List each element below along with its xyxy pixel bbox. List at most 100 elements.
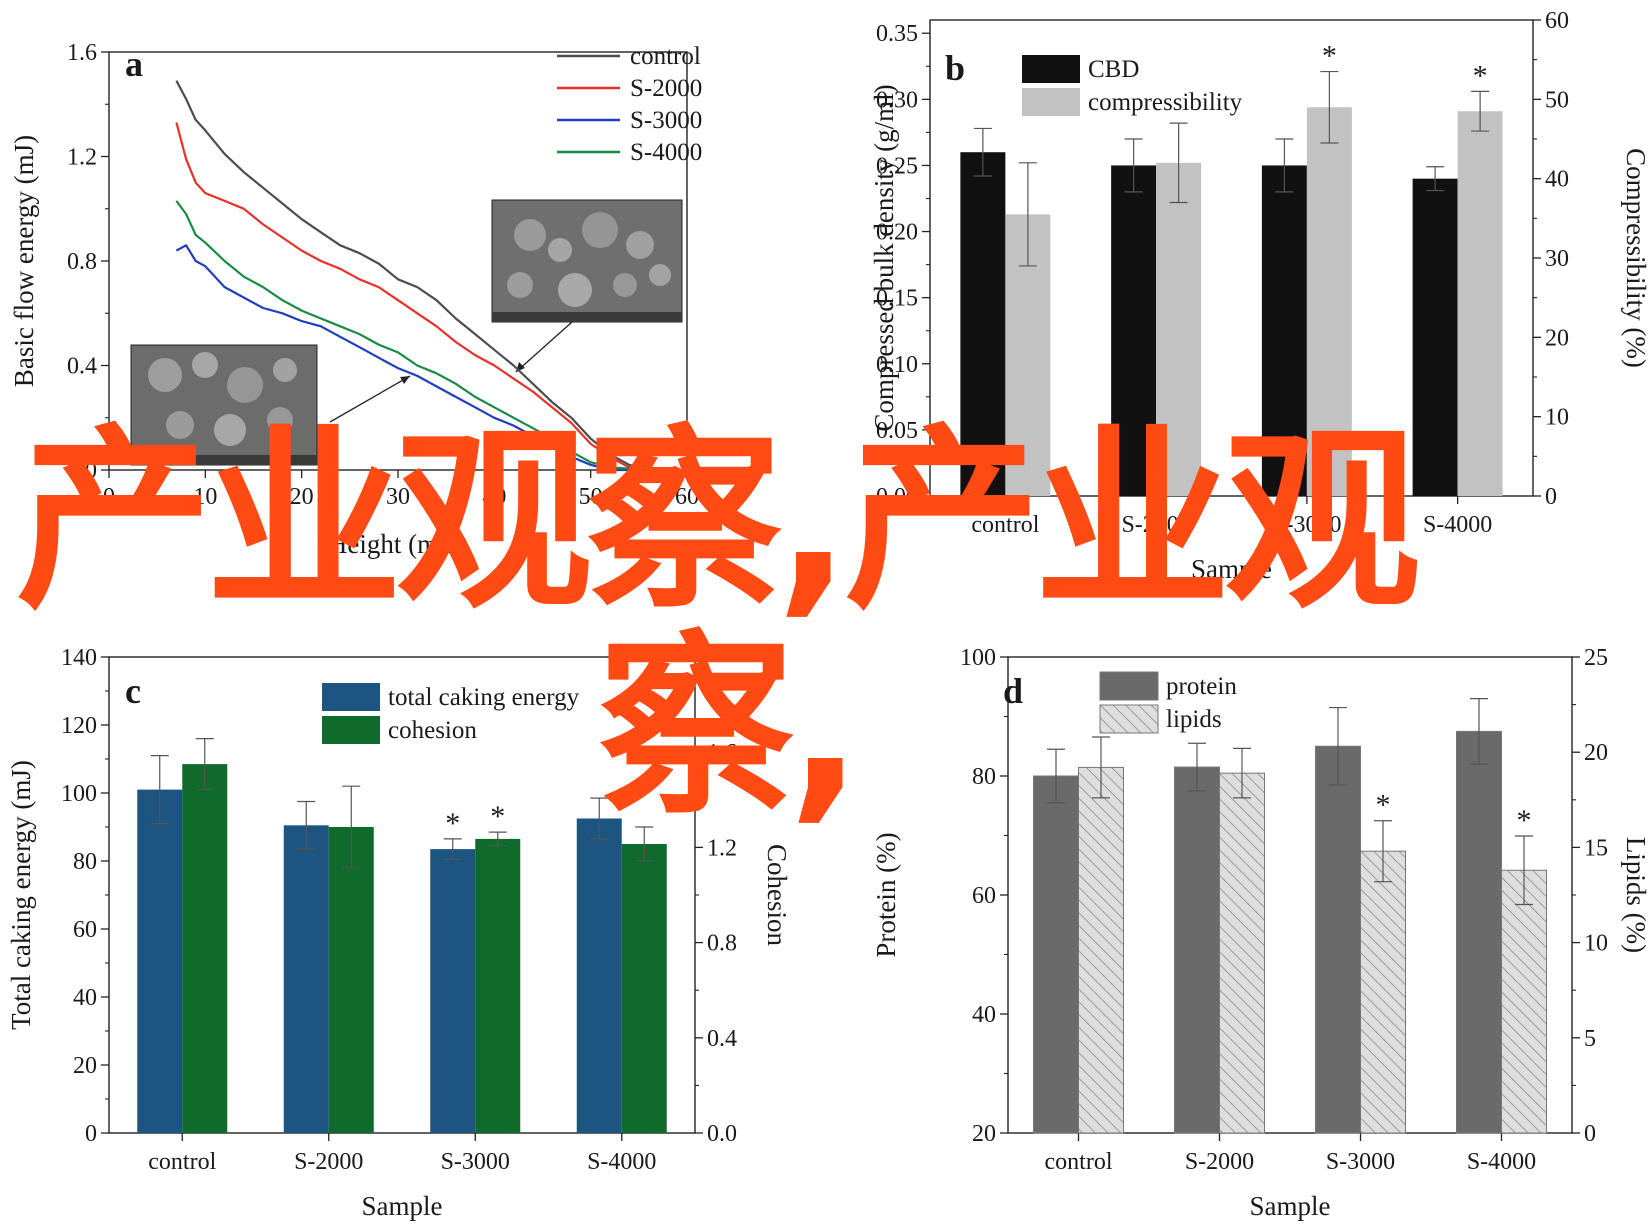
chart-a-series-line-S-3000 (175, 244, 649, 472)
chart-c-bar-cohesion (475, 838, 521, 1133)
chart-a-x-tick-label: 30 (386, 484, 410, 510)
chart-d-legend-label: lipids (1166, 706, 1222, 733)
chart-b-y-tick-label: 0.20 (876, 220, 918, 246)
chart-c-y-tick-label: 0 (85, 1121, 97, 1147)
panel-letter-a: a (125, 44, 143, 84)
chart-b-y-tick-label: 0.30 (876, 87, 918, 113)
chart-b-y2-tick-label: 50 (1545, 87, 1569, 113)
chart-d-legend-swatch (1099, 671, 1159, 701)
panel-letter-b: b (945, 48, 965, 88)
chart-d-y-tick-label: 100 (960, 645, 996, 671)
chart-c-y-axis-label: Total caking energy (mJ) (6, 760, 36, 1030)
chart-d-y-tick-label: 20 (972, 1121, 996, 1147)
chart-b-significance-star: * (1322, 40, 1337, 73)
chart-d-x-tick-label: S-4000 (1467, 1149, 1536, 1175)
chart-d-x-tick-label: control (1045, 1149, 1113, 1175)
chart-a-y-tick-label: 0.4 (67, 354, 97, 380)
chart-a: 0.0 0.4 0.8 1.2 1.6 0 10 20 30 40 50 60 Height (mm) B… (9, 40, 702, 559)
sem-image-inset-left (130, 344, 318, 466)
chart-b-y-tick-label: 0.05 (876, 418, 918, 444)
panel-letter-d: d (1003, 671, 1023, 711)
chart-a-y-tick-label: 0.8 (67, 249, 97, 275)
chart-b-y2-tick-label: 30 (1545, 246, 1569, 272)
chart-d: 20 40 60 80 100 0 5 10 15 20 25 control S-2000 S-3000… (871, 645, 1649, 1221)
chart-c-y-tick-label: 20 (73, 1053, 97, 1079)
chart-c-bar-total caking energy (430, 849, 476, 1133)
chart-a-y-tick-label: 1.2 (67, 145, 97, 171)
chart-c-x-tick-label: S-4000 (587, 1149, 656, 1175)
chart-c-legend-label: total caking energy (388, 684, 580, 711)
chart-b-y2-axis-label: Compressibility (%) (1621, 148, 1649, 368)
chart-c-y2-axis-label: Cohesion (762, 844, 792, 947)
panel-letter-c: c (125, 671, 141, 711)
chart-c-y-tick-label: 120 (61, 713, 97, 739)
chart-a-series-line-control (175, 80, 649, 472)
chart-b-y-tick-label: 0.10 (876, 352, 918, 378)
chart-c-y-tick-label: 80 (73, 849, 97, 875)
chart-b-x-axis-label: Sample (1191, 554, 1272, 584)
chart-a-x-tick-label: 0 (103, 484, 115, 510)
chart-b-bar-CBD (960, 152, 1006, 496)
chart-d-bar-lipids (1078, 766, 1124, 1134)
chart-d-legend-swatch (1099, 704, 1159, 734)
chart-c-y-tick-label: 100 (61, 781, 97, 807)
chart-c-y2-tick-label: 1.6 (707, 740, 737, 766)
chart-b-bar-CBD (1261, 165, 1307, 496)
chart-b-legend-swatch (1022, 55, 1080, 83)
chart-a-x-tick-label: 10 (193, 484, 217, 510)
chart-c-bar-cohesion (621, 844, 667, 1133)
chart-b-y2-tick-label: 60 (1545, 8, 1569, 34)
chart-d-bar-protein (1174, 766, 1220, 1134)
chart-b-x-tick-label: S-3000 (1272, 512, 1341, 538)
chart-a-y-axis-label: Basic flow energy (mJ) (9, 135, 39, 387)
chart-c-legend-label: cohesion (388, 717, 477, 744)
chart-a-x-axis-label: Height (mm) (328, 529, 468, 559)
chart-b-bar-compressibility (1156, 162, 1202, 497)
chart-d-y-tick-label: 40 (972, 1002, 996, 1028)
chart-c-y2-tick-label: 0.0 (707, 1121, 737, 1147)
chart-d-y2-tick-label: 0 (1584, 1121, 1596, 1147)
chart-d-x-axis-label: Sample (1250, 1191, 1331, 1221)
chart-b-significance-star: * (1473, 59, 1488, 92)
chart-b-legend-label: CBD (1088, 56, 1139, 83)
chart-d-y2-tick-label: 20 (1584, 740, 1608, 766)
chart-b-y-tick-label: 0.25 (876, 153, 918, 179)
chart-b-y-tick-label: 0.35 (876, 21, 918, 47)
chart-c-x-tick-label: S-3000 (441, 1149, 510, 1175)
chart-b-y2-tick-label: 40 (1545, 167, 1569, 193)
chart-c-x-tick-label: control (148, 1149, 216, 1175)
chart-c-legend-swatch (322, 716, 380, 744)
chart-d-y2-tick-label: 5 (1584, 1026, 1596, 1052)
chart-d-y2-tick-label: 15 (1584, 835, 1608, 861)
chart-b-bar-CBD (1412, 178, 1458, 496)
chart-c-significance-star: * (490, 800, 505, 833)
chart-d-significance-star: * (1517, 804, 1532, 837)
chart-c-x-axis-label: Sample (362, 1191, 443, 1221)
chart-c: 0 20 40 60 80 100 120 140 0.0 0.4 0.8 1.2 1.6 control… (6, 645, 792, 1221)
chart-b-y-axis-label: Compressed bulk density (g/ml) (869, 84, 899, 431)
chart-d-bar-lipids (1501, 869, 1547, 1134)
sem-image-inset-right (491, 199, 683, 323)
chart-c-significance-star: * (445, 807, 460, 840)
chart-b-x-tick-label: S-2000 (1121, 512, 1190, 538)
chart-b-bar-compressibility (1306, 107, 1352, 497)
chart-d-bar-lipids (1219, 772, 1265, 1134)
chart-a-y-tick-label: 0.0 (67, 458, 97, 484)
chart-b-y-tick-label: 0.15 (876, 286, 918, 312)
chart-d-significance-star: * (1376, 789, 1391, 822)
chart-c-y2-tick-label: 0.8 (707, 931, 737, 957)
chart-c-y-tick-label: 140 (61, 645, 97, 671)
chart-a-y-tick-label: 1.6 (67, 40, 97, 66)
chart-c-bar-total caking energy (283, 825, 329, 1133)
chart-a-legend-label: S-3000 (630, 107, 702, 134)
chart-a-legend-label: S-4000 (630, 139, 702, 166)
chart-d-bar-protein (1033, 775, 1079, 1134)
chart-b: 0.00 0.05 0.10 0.15 0.20 0.25 0.30 0.35 0 10 20 30 4… (869, 8, 1649, 584)
chart-d-legend-label: protein (1166, 673, 1237, 700)
chart-d-y-tick-label: 60 (972, 883, 996, 909)
chart-c-y2-tick-label: 0.4 (707, 1026, 737, 1052)
chart-b-legend-label: compressibility (1088, 89, 1243, 116)
chart-d-x-tick-label: S-2000 (1185, 1149, 1254, 1175)
